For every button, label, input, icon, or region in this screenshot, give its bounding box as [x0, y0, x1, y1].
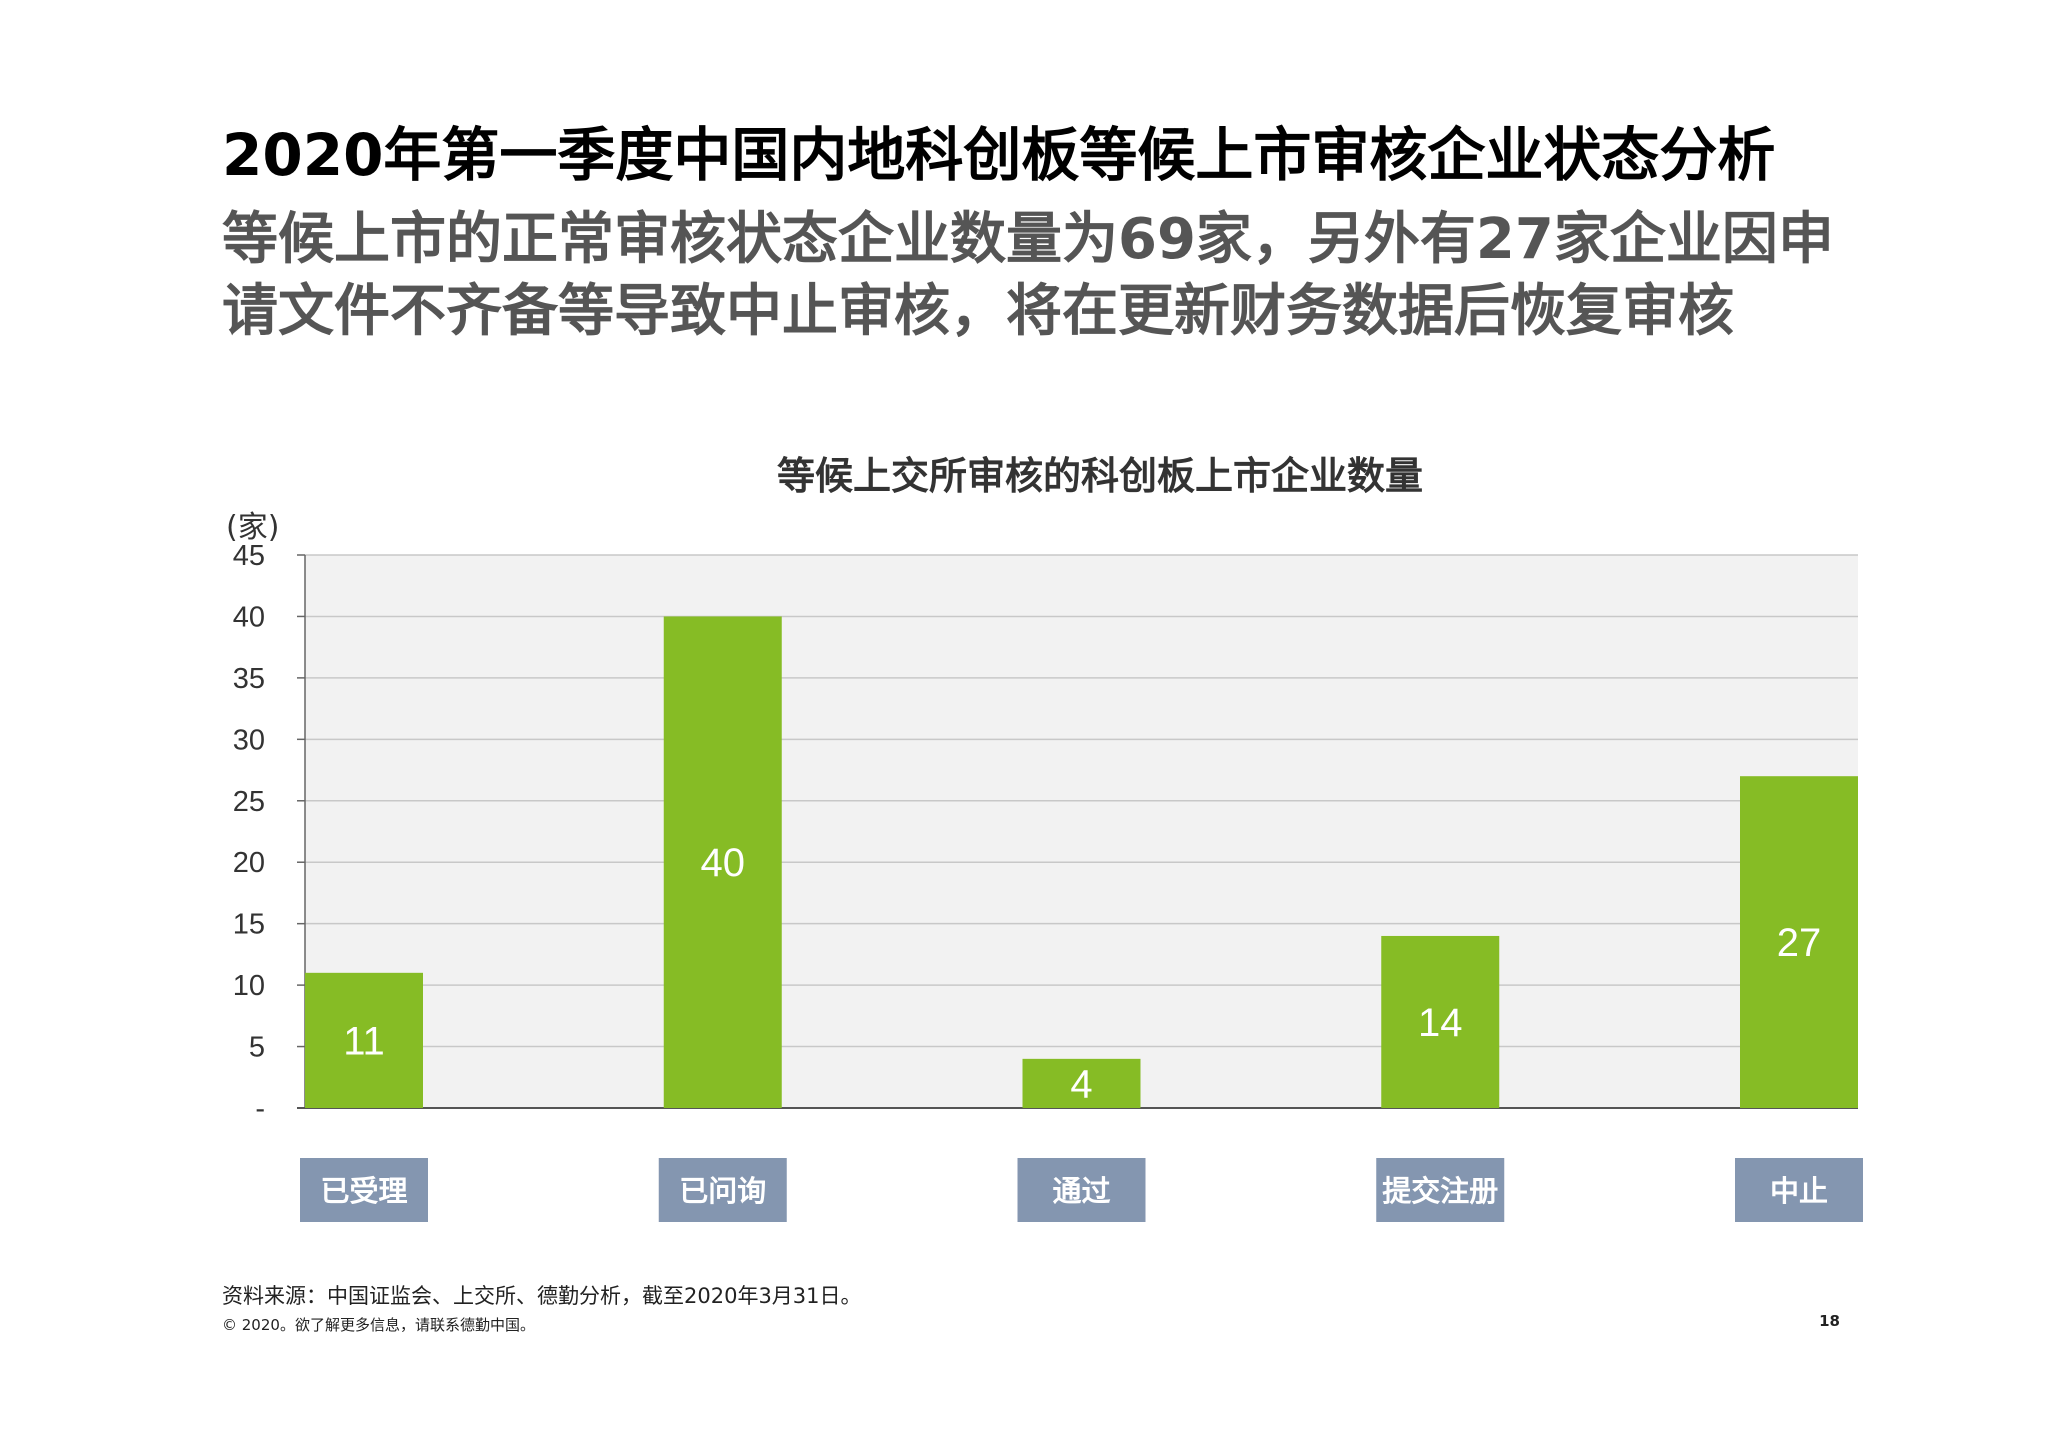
- bar: [305, 972, 423, 1108]
- y-tick-label: 30: [233, 724, 265, 756]
- category-label-box: [1017, 1158, 1146, 1222]
- y-tick-label: 5: [249, 1032, 265, 1064]
- bar-value-label: 11: [343, 1019, 385, 1063]
- bar: [1022, 1058, 1141, 1108]
- category-label: 已受理: [320, 1174, 407, 1208]
- y-tick-label: 15: [233, 909, 265, 941]
- y-tick-label: 35: [233, 663, 265, 695]
- category-label: 已问询: [679, 1174, 766, 1208]
- page-number: 18: [1819, 1312, 1840, 1330]
- category-label-box: [658, 1158, 787, 1222]
- category-label-box: [300, 1158, 428, 1222]
- y-tick-label: 20: [233, 847, 265, 879]
- bar-value-label: 27: [1777, 921, 1822, 965]
- y-tick-label: 10: [233, 970, 265, 1002]
- category-label: 中止: [1770, 1174, 1828, 1208]
- plot-background: [305, 555, 1858, 1108]
- plot-area: [305, 555, 1858, 1108]
- page-subtitle: 等候上市的正常审核状态企业数量为69家，另外有27家企业因申请文件不齐备等导致中…: [222, 207, 1834, 344]
- bar-value-label: 40: [701, 841, 746, 885]
- bar-value-label: 14: [1418, 1001, 1463, 1045]
- category-label-box: [1735, 1158, 1863, 1222]
- bar: [1740, 776, 1858, 1108]
- y-tick-label: 25: [233, 786, 265, 818]
- y-axis-unit-label: (家): [226, 510, 280, 545]
- bar: [663, 616, 782, 1108]
- y-tick-label: -: [255, 1093, 265, 1125]
- category-label: 提交注册: [1382, 1174, 1498, 1208]
- page-title: 2020年第一季度中国内地科创板等候上市审核企业状态分析: [222, 121, 1776, 189]
- gridlines: [305, 554, 1858, 1048]
- category-label: 通过: [1052, 1174, 1110, 1208]
- y-axis: - 5 10 15 20 25 30 35 40 45: [233, 540, 1858, 1125]
- bars: 11 40 4 14 27: [305, 616, 1858, 1108]
- bar-value-label: 4: [1070, 1062, 1092, 1106]
- category-label-box: [1376, 1158, 1505, 1222]
- bar: [1381, 935, 1500, 1108]
- y-tick-label: 45: [233, 540, 265, 572]
- category-labels: 已受理 已问询 通过 提交注册 中止: [300, 1158, 1863, 1222]
- copyright-note: © 2020。欲了解更多信息，请联系德勤中国。: [222, 1316, 535, 1334]
- source-note: 资料来源：中国证监会、上交所、德勤分析，截至2020年3月31日。: [222, 1284, 862, 1308]
- y-tick-label: 40: [233, 601, 265, 633]
- chart-title: 等候上交所审核的科创板上市企业数量: [776, 454, 1423, 498]
